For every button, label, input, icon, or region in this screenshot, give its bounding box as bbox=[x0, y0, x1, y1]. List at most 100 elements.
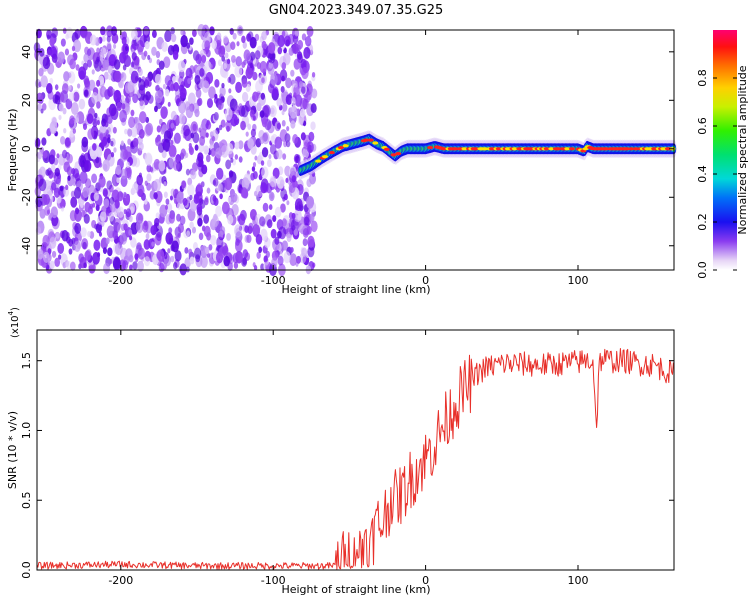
colorbar-label: Normalized spectral amplitude bbox=[736, 65, 749, 234]
ridge-peak bbox=[555, 147, 562, 151]
noise-blob bbox=[280, 203, 286, 213]
noise-blob bbox=[170, 244, 175, 252]
noise-blob bbox=[110, 107, 119, 121]
noise-blob bbox=[200, 255, 208, 268]
noise-blob bbox=[282, 103, 288, 112]
ridge-peak bbox=[395, 152, 402, 156]
noise-blob bbox=[163, 191, 168, 198]
colorbar-tick-label: 0.4 bbox=[696, 165, 709, 183]
noise-blob bbox=[311, 71, 316, 78]
noise-blob bbox=[214, 93, 218, 100]
noise-blob bbox=[254, 155, 258, 161]
x-tick-label: -100 bbox=[261, 274, 286, 287]
noise-blob bbox=[281, 120, 286, 127]
noise-blob bbox=[91, 173, 98, 184]
noise-blob bbox=[189, 37, 194, 45]
noise-blob bbox=[103, 262, 110, 275]
noise-blob bbox=[241, 188, 248, 199]
ridge-peak bbox=[511, 147, 518, 151]
ridge-peak bbox=[452, 147, 459, 151]
ridge-peak bbox=[461, 147, 468, 151]
snr-y-ticks: 0.0 0.5 1.0 1.5 bbox=[20, 352, 674, 579]
noise-blob bbox=[180, 34, 188, 48]
noise-blob bbox=[93, 192, 99, 202]
noise-blob bbox=[276, 149, 283, 160]
noise-blob bbox=[196, 182, 203, 192]
noise-blob bbox=[176, 202, 182, 210]
noise-blob bbox=[276, 122, 281, 130]
noise-blob bbox=[92, 252, 100, 265]
noise-blob bbox=[261, 147, 269, 158]
noise-blob bbox=[49, 77, 54, 85]
noise-blob bbox=[161, 41, 168, 53]
noise-blob bbox=[168, 227, 173, 234]
noise-blob bbox=[201, 54, 207, 64]
noise-blob bbox=[272, 87, 279, 98]
noise-blob bbox=[191, 29, 197, 38]
noise-blob bbox=[192, 132, 200, 144]
noise-blob bbox=[203, 225, 211, 238]
noise-blob bbox=[217, 59, 223, 67]
noise-blob bbox=[170, 255, 175, 263]
noise-blob bbox=[224, 107, 233, 121]
noise-blob bbox=[91, 91, 99, 104]
noise-blob bbox=[113, 147, 117, 153]
noise-blob bbox=[204, 246, 210, 255]
ridge-peak bbox=[623, 147, 630, 151]
noise-blob bbox=[132, 137, 139, 147]
y-tick-label: 0 bbox=[20, 145, 33, 152]
noise-blob bbox=[168, 144, 177, 158]
colorbar-tick-label: 0.2 bbox=[696, 213, 709, 231]
noise-blob bbox=[231, 192, 238, 203]
noise-blob bbox=[37, 103, 42, 112]
noise-blob bbox=[238, 156, 243, 163]
noise-blob bbox=[241, 78, 248, 88]
ridge-peak bbox=[427, 145, 434, 150]
spectrogram-frame bbox=[36, 29, 675, 271]
noise-blob bbox=[185, 67, 193, 79]
noise-blob bbox=[138, 172, 142, 178]
noise-blob bbox=[69, 115, 75, 125]
noise-blob bbox=[70, 261, 76, 271]
noise-blob bbox=[91, 219, 97, 229]
noise-blob bbox=[117, 191, 124, 202]
noise-blob bbox=[185, 168, 191, 176]
noise-blob bbox=[301, 67, 309, 80]
noise-blob bbox=[49, 37, 55, 47]
noise-blob bbox=[238, 213, 246, 226]
noise-blob bbox=[227, 214, 234, 225]
noise-blob bbox=[163, 56, 171, 69]
noise-blob bbox=[37, 168, 43, 177]
noise-blob bbox=[223, 35, 229, 44]
noise-blob bbox=[267, 51, 276, 64]
noise-blob bbox=[54, 95, 61, 105]
noise-blob bbox=[228, 73, 236, 85]
noise-blob bbox=[307, 235, 315, 248]
noise-blob bbox=[300, 86, 306, 94]
noise-blob bbox=[153, 192, 158, 200]
noise-blob bbox=[309, 213, 315, 222]
noise-blob bbox=[158, 160, 166, 172]
noise-blob bbox=[124, 146, 132, 158]
noise-blob bbox=[137, 247, 146, 260]
noise-blob bbox=[240, 120, 246, 131]
noise-blob bbox=[189, 221, 194, 229]
noise-blob bbox=[270, 228, 277, 239]
noise-blob bbox=[167, 101, 171, 107]
noise-blob bbox=[42, 56, 51, 70]
noise-blob bbox=[262, 202, 269, 212]
noise-blob bbox=[224, 177, 233, 191]
noise-blob bbox=[259, 136, 265, 145]
snr-multiplier-base: (x10 bbox=[10, 315, 21, 338]
noise-blob bbox=[276, 98, 282, 107]
noise-blob bbox=[94, 59, 102, 72]
noise-blob bbox=[245, 66, 254, 80]
noise-blob bbox=[106, 180, 113, 190]
noise-blob bbox=[199, 68, 205, 77]
noise-blob bbox=[293, 228, 299, 236]
noise-blob bbox=[291, 212, 296, 220]
noise-blob bbox=[57, 51, 65, 64]
noise-blob bbox=[68, 248, 73, 255]
noise-blob bbox=[234, 141, 240, 150]
noise-blob bbox=[116, 177, 120, 184]
